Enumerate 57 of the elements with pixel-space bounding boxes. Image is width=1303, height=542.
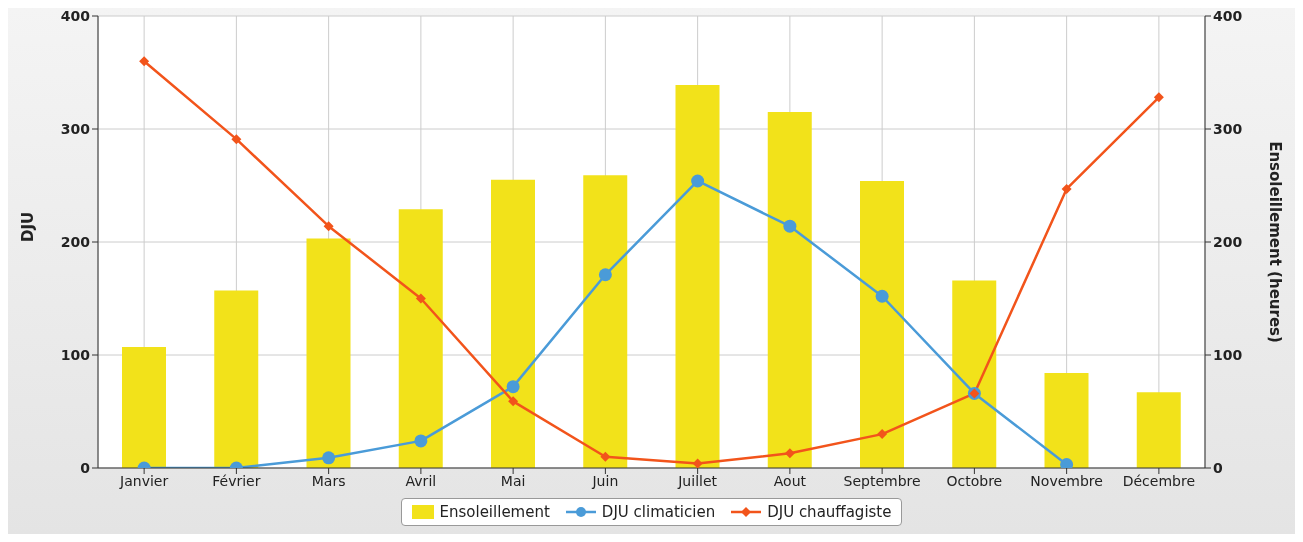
bar: [122, 347, 166, 468]
bar: [214, 290, 259, 468]
legend-label: DJU climaticien: [600, 503, 716, 521]
bar: [491, 179, 535, 468]
x-tick-label: Avril: [405, 472, 437, 489]
y-tick-label: 300: [60, 120, 91, 137]
point: [1061, 183, 1072, 194]
y2-tick-label: 200: [1213, 233, 1243, 250]
point: [875, 289, 889, 303]
y-tick-label: 100: [60, 346, 91, 363]
bar: [1044, 373, 1089, 468]
x-tick-label: Mars: [311, 472, 346, 489]
point: [506, 380, 520, 394]
y-tick-label: 400: [60, 7, 91, 24]
bar: [583, 175, 628, 468]
legend-label: DJU chauffagiste: [766, 503, 892, 521]
y2-tick-label: 100: [1213, 346, 1243, 363]
point: [231, 134, 242, 145]
x-tick-label: Juin: [591, 472, 619, 489]
point: [598, 268, 612, 282]
y2-tick-label: 0: [1213, 459, 1223, 476]
point: [139, 56, 150, 67]
x-tick-label: Décembre: [1122, 472, 1196, 489]
bar: [1136, 392, 1181, 468]
y2-axis-title: Ensoleillement (heures): [1265, 141, 1284, 343]
point: [877, 429, 888, 440]
legend-label: Ensoleillement: [438, 503, 550, 521]
point: [783, 219, 797, 233]
x-tick-label: Septembre: [843, 472, 921, 489]
point: [414, 434, 428, 448]
x-tick-label: Aout: [773, 472, 807, 489]
point: [1153, 92, 1164, 103]
y2-tick-label: 300: [1213, 120, 1243, 137]
bar: [952, 280, 997, 468]
x-tick-label: Février: [212, 472, 261, 489]
point: [692, 458, 703, 468]
point: [323, 221, 334, 232]
bar: [767, 112, 812, 468]
point: [322, 451, 336, 465]
bar: [398, 209, 443, 468]
y-axis-title: DJU: [19, 211, 38, 242]
point: [600, 451, 611, 462]
y2-tick-label: 400: [1213, 7, 1243, 24]
x-tick-label: Octobre: [946, 472, 1003, 489]
point: [784, 448, 795, 459]
x-tick-label: Juillet: [677, 472, 718, 489]
point: [691, 174, 705, 188]
point: [415, 293, 426, 304]
bar: [860, 180, 904, 468]
x-tick-label: Novembre: [1030, 472, 1103, 489]
bar: [306, 238, 351, 468]
point: [508, 396, 519, 407]
y-tick-label: 200: [60, 233, 91, 250]
x-tick-label: Mai: [500, 472, 526, 489]
bar: [675, 84, 720, 468]
x-tick-label: Janvier: [119, 472, 169, 489]
y-tick-label: 0: [80, 459, 91, 476]
